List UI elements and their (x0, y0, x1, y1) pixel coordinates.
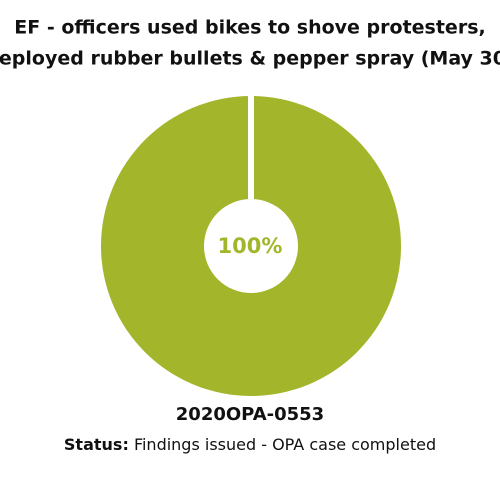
status-label: Status: (64, 435, 129, 454)
chart-title: EF - officers used bikes to shove protes… (14, 17, 485, 39)
chart-title: deployed rubber bullets & pepper spray (… (0, 48, 500, 70)
status-text: Findings issued - OPA case completed (134, 435, 436, 454)
donut-slice (101, 96, 401, 396)
status-line: Status: Findings issued - OPA case compl… (64, 435, 436, 454)
center-label: 100% (218, 234, 283, 258)
case-id: 2020OPA-0553 (176, 404, 324, 425)
